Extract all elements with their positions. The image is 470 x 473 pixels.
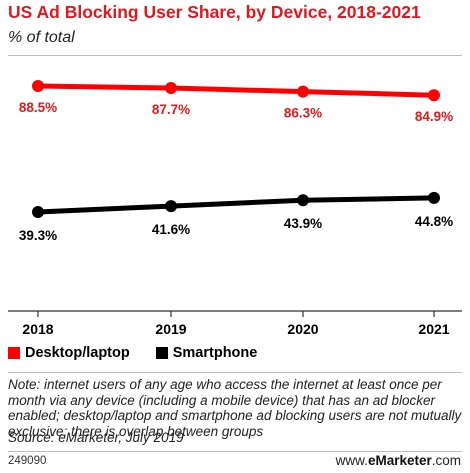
data-point-smartphone-2018 — [32, 206, 44, 218]
brand-logo[interactable]: www.eMarketer.com — [336, 453, 461, 468]
x-tick-label-2018: 2018 — [22, 321, 53, 337]
legend-item-desktop: Desktop/laptop — [8, 345, 130, 361]
top-divider — [8, 55, 462, 56]
chart-legend: Desktop/laptop Smartphone — [8, 345, 283, 361]
legend-item-smartphone: Smartphone — [155, 345, 258, 361]
chart-title: US Ad Blocking User Share, by Device, 20… — [8, 2, 421, 22]
legend-label-desktop: Desktop/laptop — [25, 345, 130, 361]
data-point-smartphone-2021 — [428, 191, 440, 204]
x-tick-label-2021: 2021 — [418, 321, 449, 337]
data-label-smartphone-2019: 41.6% — [152, 222, 190, 237]
data-label-desktop-2019: 87.7% — [152, 102, 190, 117]
data-point-smartphone-2019 — [165, 200, 177, 213]
chart-subtitle: % of total — [8, 29, 75, 46]
bottom-divider — [8, 451, 462, 452]
data-point-desktop-2020 — [297, 85, 309, 98]
chart-id: 249090 — [8, 455, 47, 467]
brand-name: eMarketer — [367, 453, 432, 468]
note-divider — [8, 372, 462, 373]
data-label-desktop-2018: 88.5% — [19, 100, 57, 115]
x-tick-label-2020: 2020 — [287, 321, 318, 337]
legend-swatch-desktop — [8, 347, 20, 359]
data-label-smartphone-2020: 43.9% — [284, 216, 322, 231]
data-label-smartphone-2021: 44.8% — [415, 214, 453, 229]
legend-swatch-smartphone — [155, 347, 168, 359]
legend-label-smartphone: Smartphone — [172, 345, 258, 361]
x-tick-label-2019: 2019 — [155, 321, 186, 337]
data-label-desktop-2021: 84.9% — [415, 109, 453, 124]
chart-note: Note: internet users of any age who acce… — [8, 377, 462, 439]
data-point-desktop-2019 — [165, 82, 177, 95]
series-line-smartphone — [37, 195, 435, 215]
line-chart: 2018 2019 2020 2021 88.5% 87.7% 86.3% 84.9% 39.3… — [8, 80, 462, 337]
data-point-desktop-2021 — [428, 89, 440, 102]
data-label-desktop-2020: 86.3% — [284, 106, 322, 121]
data-label-smartphone-2018: 39.3% — [19, 228, 57, 243]
chart-source: Source: eMarketer, July 2019 — [8, 430, 184, 445]
data-point-desktop-2018 — [32, 80, 44, 92]
series-line-desktop — [37, 83, 435, 98]
brand-prefix: www. — [335, 453, 368, 468]
data-point-smartphone-2020 — [297, 194, 309, 207]
brand-suffix: .com — [431, 453, 461, 468]
